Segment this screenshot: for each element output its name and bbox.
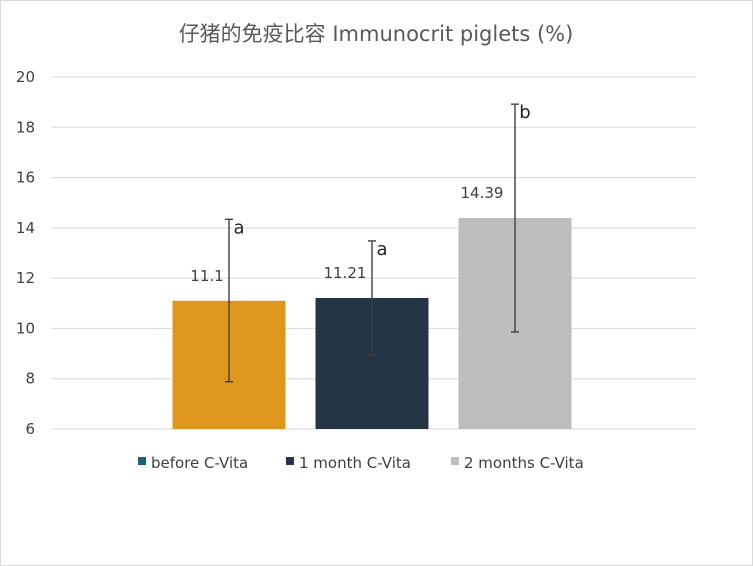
y-tick-label: 12 (16, 269, 35, 287)
y-tick-label: 8 (25, 370, 35, 388)
legend-label-2: 1 month C-Vita (299, 454, 411, 472)
y-tick-label: 10 (16, 319, 35, 337)
y-axis-ticks: 6 8 10 12 14 16 18 20 (16, 68, 35, 438)
legend-label-1: before C-Vita (151, 454, 248, 472)
chart-title: 仔猪的免疫比容 Immunocrit piglets (%) (179, 22, 574, 46)
y-tick-label: 18 (16, 118, 35, 136)
y-tick-label: 16 (16, 169, 35, 187)
gridlines (51, 76, 696, 430)
legend-swatch-2 (286, 457, 294, 465)
y-tick-label: 14 (16, 219, 35, 237)
significance-label-2: a (376, 239, 387, 260)
legend: before C-Vita 1 month C-Vita 2 months C-Vi… (138, 454, 584, 472)
significance-label-1: a (233, 217, 244, 238)
data-labels: 11.1 a 11.21 a 14.39 b (190, 102, 530, 285)
data-label-3: 14.39 (461, 184, 504, 202)
error-bars (225, 103, 519, 383)
y-tick-label: 6 (25, 420, 35, 438)
legend-swatch-1 (138, 457, 146, 465)
data-label-2: 11.21 (324, 264, 367, 282)
legend-swatch-3 (451, 457, 459, 465)
data-label-1: 11.1 (190, 267, 223, 285)
legend-label-3: 2 months C-Vita (464, 454, 584, 472)
y-tick-label: 20 (16, 68, 35, 86)
significance-label-3: b (519, 102, 530, 123)
